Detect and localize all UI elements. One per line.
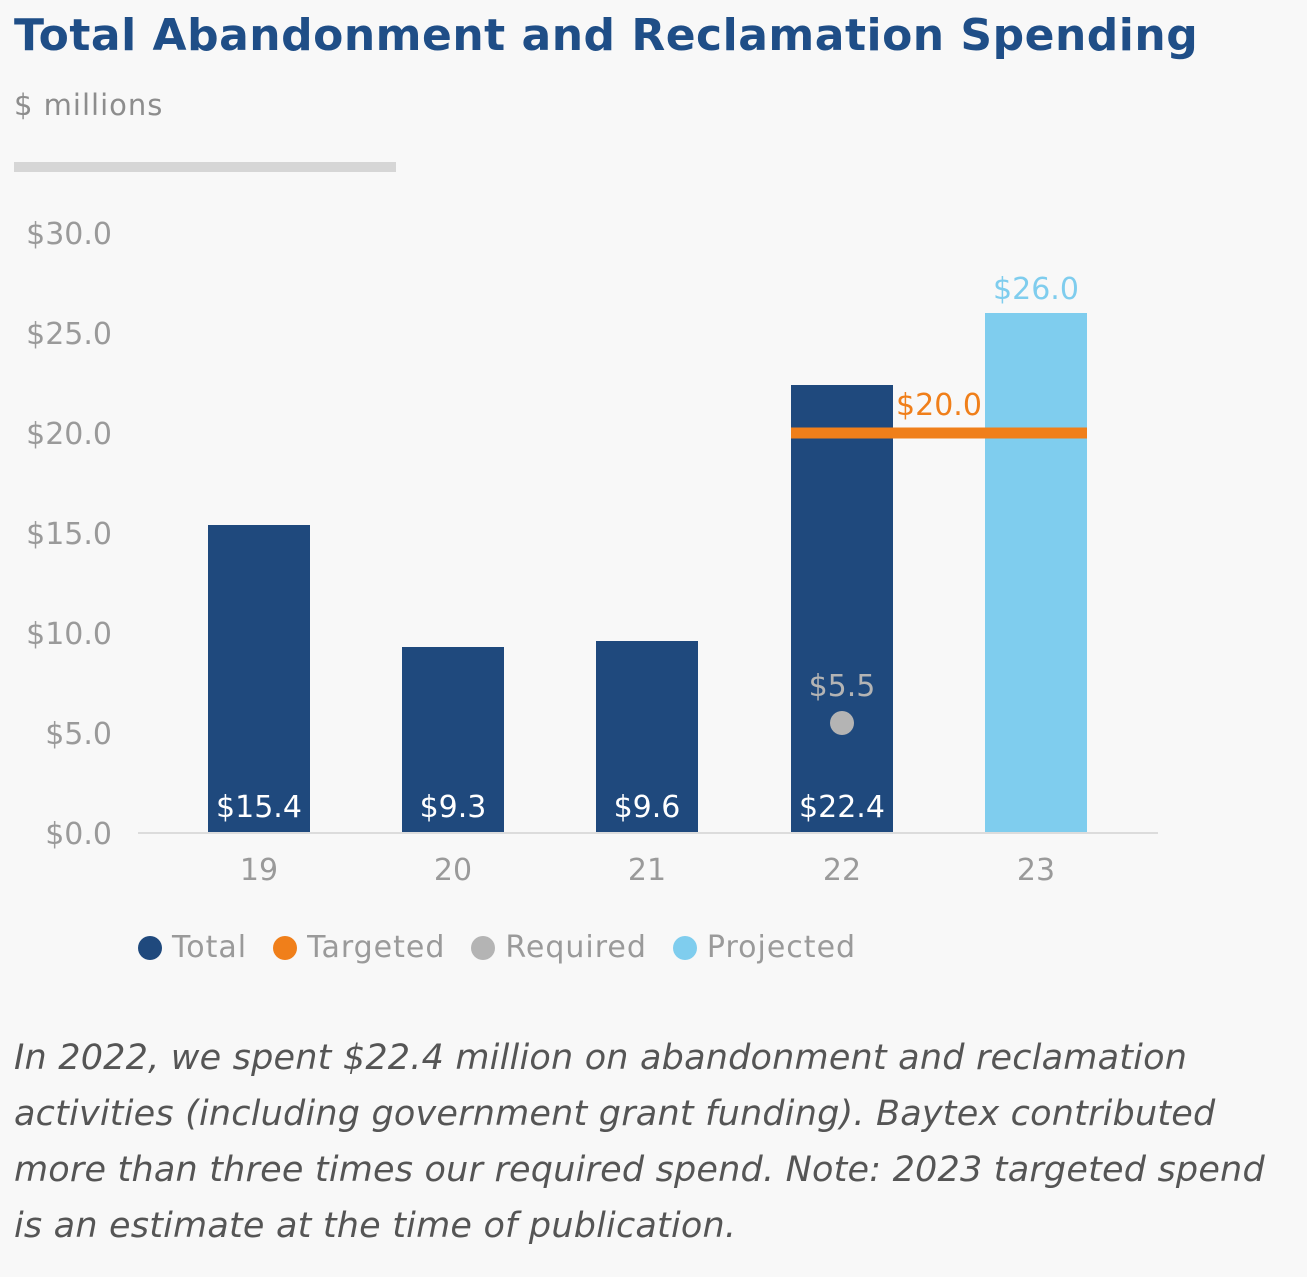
title-divider [14, 162, 396, 172]
x-tick-label: 23 [1017, 853, 1055, 888]
bars: $15.4 $9.3 $9.6 $22.4 [208, 313, 1087, 833]
bar-total [208, 525, 310, 833]
y-tick-label: $5.0 [45, 717, 112, 752]
required-marker [830, 711, 854, 735]
chart-title: Total Abandonment and Reclamation Spendi… [14, 10, 1199, 61]
y-tick-label: $25.0 [26, 317, 112, 352]
y-tick-label: $10.0 [26, 617, 112, 652]
bar-total [791, 385, 893, 833]
y-tick-label: $0.0 [45, 817, 112, 852]
x-tick-label: 19 [240, 853, 278, 888]
x-axis: 19 20 21 22 23 [138, 832, 1158, 888]
x-tick-label: 22 [823, 853, 861, 888]
bar-total [402, 647, 504, 833]
legend-item-targeted: Targeted [273, 930, 445, 965]
legend-label-total: Total [172, 930, 248, 965]
legend-swatch-projected [672, 935, 697, 960]
legend: Total Targeted Required Projected [138, 930, 856, 965]
legend-swatch-total [138, 935, 162, 960]
bar-projected [985, 313, 1087, 833]
legend-label-required: Required [505, 930, 647, 965]
bar-value-label: $15.4 [216, 790, 302, 825]
y-tick-label: $20.0 [26, 417, 112, 452]
bar-value-label: $9.6 [614, 790, 681, 825]
y-axis: $0.0 $5.0 $10.0 $15.0 $20.0 $25.0 $30.0 [26, 217, 112, 852]
targeted-value-label: $20.0 [896, 388, 982, 423]
y-tick-label: $15.0 [26, 517, 112, 552]
legend-item-projected: Projected [672, 930, 857, 965]
legend-item-total: Total [138, 930, 247, 965]
y-tick-label: $30.0 [26, 217, 112, 252]
chart-subtitle: $ millions [14, 88, 164, 122]
required-value-label: $5.5 [809, 669, 876, 704]
projected-value-label: $26.0 [993, 272, 1079, 307]
footnote-text: In 2022, we spent $22.4 million on aband… [14, 1038, 1265, 1246]
bar-chart: $0.0$5.0$10.0$15.0$20.0$25.0$30.0 $15.4 $… [26, 217, 1158, 888]
legend-item-required: Required [471, 930, 647, 965]
overlays: $26.0 $20.0 $5.5 [791, 272, 1087, 735]
bar-total [596, 641, 698, 833]
bar-value-label: $22.4 [799, 790, 885, 825]
x-tick-label: 20 [434, 853, 472, 888]
x-tick-label: 21 [628, 853, 666, 888]
legend-swatch-required [471, 935, 496, 960]
legend-label-projected: Projected [706, 930, 857, 965]
bar-value-label: $9.3 [420, 790, 487, 825]
legend-swatch-targeted [273, 935, 298, 960]
legend-label-targeted: Targeted [307, 930, 446, 965]
